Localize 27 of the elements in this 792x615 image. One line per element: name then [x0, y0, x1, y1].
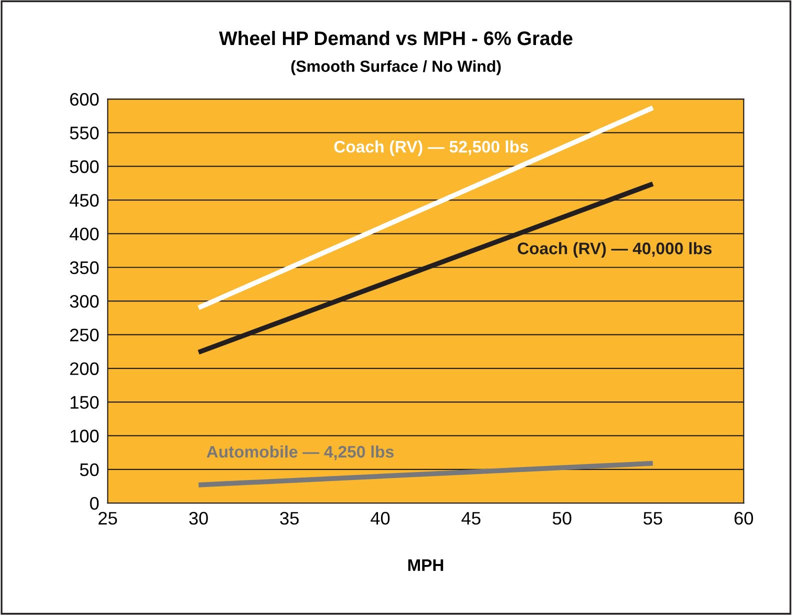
series-label: Coach (RV) — 40,000 lbs — [518, 242, 712, 258]
series-label: Coach (RV) — 52,500 lbs — [334, 140, 528, 156]
chart-title: Wheel HP Demand vs MPH - 6% Grade — [218, 30, 572, 46]
x-axis-title: MPH — [408, 559, 444, 571]
y-tick-label: 450 — [70, 194, 99, 207]
x-tick-label: 55 — [644, 512, 662, 525]
y-tick-label: 150 — [70, 396, 99, 409]
x-tick-label: 50 — [552, 512, 572, 525]
x-tick-label: 40 — [370, 512, 390, 525]
y-tick-label: 400 — [70, 228, 99, 240]
y-tick-label: 250 — [70, 328, 99, 342]
x-tick-label: 30 — [189, 512, 208, 525]
y-tick-label: 600 — [70, 92, 99, 106]
x-tick-label: 25 — [98, 512, 117, 525]
y-tick-label: 550 — [70, 126, 99, 140]
x-tick-label: 45 — [462, 512, 480, 525]
x-tick-label: 60 — [734, 512, 754, 525]
y-tick-label: 350 — [70, 261, 99, 274]
y-tick-label: 300 — [70, 294, 99, 308]
x-tick-label: 35 — [280, 512, 299, 525]
y-tick-label: 200 — [70, 362, 99, 376]
chart-subtitle: (Smooth Surface / No Wind) — [291, 60, 501, 76]
y-tick-label: 500 — [70, 160, 99, 174]
y-tick-label: 0 — [90, 497, 99, 510]
y-tick-label: 50 — [80, 463, 99, 476]
y-tick-label: 100 — [70, 430, 99, 442]
series-label: Automobile — 4,250 lbs — [206, 445, 394, 460]
